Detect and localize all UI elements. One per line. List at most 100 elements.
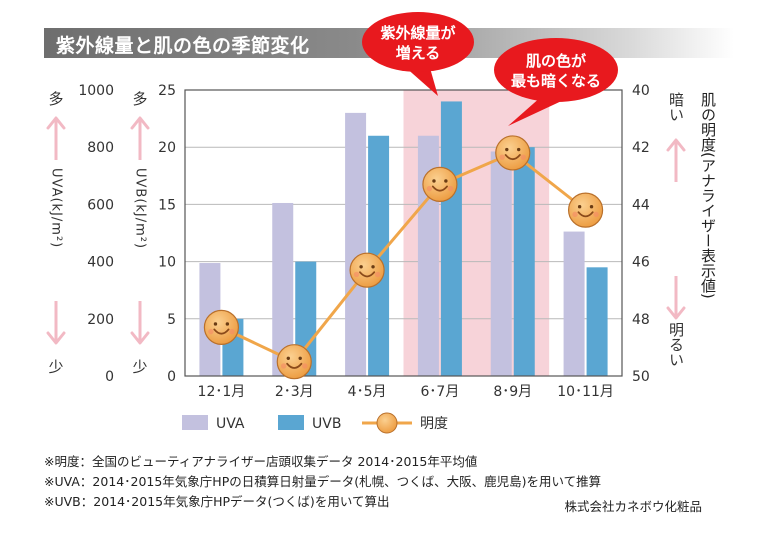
- legend-uvb-label: UVB: [312, 416, 341, 432]
- double-arrow: [46, 116, 66, 345]
- uvb-bar: [586, 267, 608, 376]
- uva-tick-label: 0: [105, 369, 114, 385]
- brightness-tick-label: 44: [632, 197, 650, 213]
- uva-top-word: 多: [48, 90, 63, 108]
- face-circle: [349, 252, 385, 288]
- face-cheek: [280, 363, 287, 369]
- right-bottom-word: 明るい: [667, 322, 685, 367]
- face-cheek: [374, 271, 381, 278]
- callout-text: 紫外線量が: [380, 24, 456, 42]
- brightness-tick-label: 42: [632, 140, 650, 156]
- uva-tick-label: 1000: [78, 83, 114, 99]
- face-mouth: [213, 328, 230, 335]
- face-circle: [567, 192, 604, 228]
- brightness-tick-label: 46: [632, 255, 650, 271]
- chart-title: 紫外線量と肌の色の季節変化: [56, 35, 310, 57]
- face-eye: [577, 205, 582, 209]
- footnote: ※明度：全国のビューティアナライザー店頭収集データ 2014･2015年平均値: [44, 454, 478, 469]
- face-eye: [517, 147, 521, 152]
- uva-bar: [563, 231, 585, 376]
- uvb-bar: [513, 147, 535, 376]
- face-eye: [359, 265, 363, 269]
- uvb-tick-label: 25: [158, 83, 176, 99]
- double-arrow: [666, 138, 686, 320]
- uva-bar: [490, 151, 512, 376]
- face-mouth: [286, 362, 303, 369]
- uvb-tick-label: 15: [158, 197, 176, 213]
- arrow-down: [130, 331, 150, 345]
- uvb-tick-label: 20: [158, 140, 176, 156]
- callout-text: 最も暗くなる: [511, 72, 601, 90]
- uva-bar: [345, 112, 367, 376]
- x-tick-label: 12･1月: [198, 384, 246, 400]
- face-cheek: [353, 271, 360, 278]
- face-cheek: [593, 211, 599, 218]
- face-cheek: [520, 154, 527, 160]
- double-arrow: [130, 116, 150, 345]
- face-cheek: [208, 328, 214, 335]
- x-tick-label: 8･9月: [493, 384, 532, 400]
- credit: 株式会社カネボウ化粧品: [564, 499, 702, 514]
- uvb-bar: [440, 101, 462, 376]
- callout-pointer: [404, 66, 438, 96]
- face-cheek: [447, 185, 454, 192]
- uvb-tick-label: 5: [167, 312, 176, 328]
- uvb-axis-title: UVB(kJ/m²): [133, 168, 148, 249]
- uva-tick-label: 600: [87, 197, 114, 213]
- face-cheek: [499, 154, 505, 160]
- face-circle: [276, 344, 312, 380]
- x-tick-label: 6･7月: [421, 384, 460, 400]
- uva-bottom-word: 少: [48, 358, 63, 376]
- uva-tick-label: 400: [87, 255, 114, 271]
- footnotes: ※明度：全国のビューティアナライザー店頭収集データ 2014･2015年平均値 …: [44, 452, 601, 512]
- face-eye: [371, 265, 375, 269]
- face-mouth: [504, 154, 521, 161]
- uva-tick-label: 200: [87, 312, 114, 328]
- x-tick-label: 10･11月: [557, 384, 614, 400]
- brightness-tick-label: 50: [632, 369, 650, 385]
- face-eye: [432, 179, 436, 183]
- face-eye: [589, 205, 594, 209]
- footnote: ※UVB：2014･2015年気象庁HPデータ(つくば)を用いて算出: [44, 494, 390, 509]
- brightness-point: [349, 252, 385, 288]
- face-mouth: [577, 211, 594, 218]
- callout-bubble: [494, 38, 618, 102]
- callout-text: 増える: [396, 44, 441, 62]
- face-eye: [286, 356, 290, 360]
- legend-brightness-label: 明度: [420, 416, 448, 432]
- face-eye: [298, 356, 302, 360]
- callout-bubble: [362, 12, 474, 72]
- uva-axis-title: UVA(kJ/m²): [49, 168, 64, 248]
- brightness-point: [276, 344, 312, 380]
- face-cheek: [572, 211, 578, 218]
- x-tick-label: 4･5月: [348, 384, 387, 400]
- uvb-top-word: 多: [132, 90, 147, 108]
- brightness-tick-label: 40: [632, 83, 650, 99]
- uvb-tick-label: 0: [167, 369, 176, 385]
- face-mouth: [359, 271, 376, 278]
- face-eye: [505, 147, 509, 152]
- face-circle: [422, 166, 458, 202]
- uva-bar: [272, 202, 294, 376]
- footnote: ※UVA：2014･2015年気象庁HPの日積算日射量データ(札幌、つくば、大阪…: [44, 474, 602, 489]
- face-cheek: [426, 185, 433, 192]
- face-eye: [444, 179, 448, 183]
- face-circle: [203, 309, 240, 345]
- brightness-point: [567, 192, 604, 228]
- brightness-point: [203, 309, 240, 345]
- uvb-tick-label: 10: [158, 255, 176, 271]
- legend-face-icon: [376, 412, 398, 434]
- arrow-down: [666, 306, 686, 320]
- callout-pointer: [508, 96, 568, 126]
- brightness-point: [495, 135, 531, 171]
- face-circle: [495, 135, 531, 171]
- legend-uva-label: UVA: [216, 416, 245, 432]
- face-mouth: [431, 185, 448, 192]
- legend-uvb-swatch: [278, 415, 304, 430]
- x-tick-label: 2･3月: [275, 384, 314, 400]
- legend-uva-swatch: [182, 415, 208, 430]
- face-cheek: [302, 363, 308, 369]
